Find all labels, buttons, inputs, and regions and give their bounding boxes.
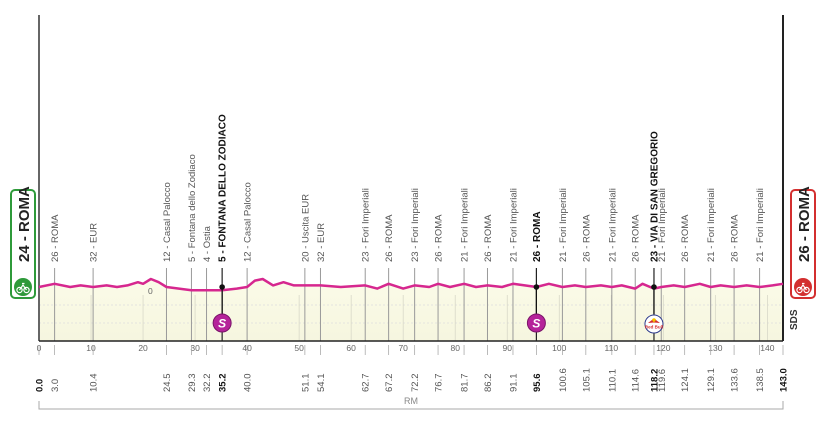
x-tick-label: 60 <box>346 343 356 353</box>
waypoint-label: 21 - Fori Imperiali <box>657 188 668 262</box>
km-label: 32.2 <box>202 374 213 393</box>
km-label: 143.0 <box>779 368 790 392</box>
km-label: 67.2 <box>384 374 395 393</box>
km-label: 40.0 <box>243 374 254 393</box>
x-tick-label: 80 <box>450 343 460 353</box>
km-label: 24.5 <box>162 374 173 393</box>
svg-text:Red Bull: Red Bull <box>645 325 663 330</box>
region-label: RM <box>404 396 418 406</box>
waypoint-label: 5 - FONTANA DELLO ZODIACO <box>218 114 229 262</box>
km-label: 0.0 <box>35 379 46 392</box>
waypoint-label: 20 - Uscita EUR <box>300 194 311 262</box>
km-label: 138.5 <box>755 368 766 392</box>
waypoint-label: 23 - VIA DI SAN GREGORIO <box>649 131 660 262</box>
km-label: 114.6 <box>631 369 642 392</box>
waypoint-label: 26 - ROMA <box>384 214 395 262</box>
km-label: 110.1 <box>607 369 618 392</box>
km-label: 105.1 <box>581 368 592 392</box>
km-label: 35.2 <box>218 374 229 393</box>
waypoint-label: 21 - Fori Imperiali <box>706 188 717 262</box>
km-label: 10.4 <box>89 374 100 393</box>
km-label: 119.6 <box>657 369 668 392</box>
start-cyclist-icon <box>14 278 32 296</box>
svg-text:S: S <box>532 317 540 331</box>
km-label: 54.1 <box>316 374 327 393</box>
km-label: 124.1 <box>680 368 691 392</box>
x-tick-label: 90 <box>503 343 513 353</box>
km-label: 129.1 <box>706 368 717 392</box>
waypoint-label: 32 - EUR <box>316 223 327 262</box>
sprint-s-icon: S <box>212 313 232 333</box>
km-label: 29.3 <box>187 374 198 393</box>
annotation-zero: 0 <box>148 286 153 296</box>
sprint-markers: S S Red Bull <box>212 284 664 334</box>
x-tick-labels: 0102030405060708090100110120130140 <box>37 343 775 353</box>
finish-label: 26 - ROMA <box>796 186 813 262</box>
km-grid <box>90 295 768 341</box>
region-bracket: RM <box>38 396 784 410</box>
waypoint-lines <box>54 268 761 341</box>
km-label: 86.2 <box>483 374 494 393</box>
finish-cyclist-icon <box>794 278 812 296</box>
km-label: 95.6 <box>532 374 543 393</box>
x-tick-label: 100 <box>552 343 566 353</box>
x-tick-label: 120 <box>656 343 670 353</box>
x-tick-label: 70 <box>398 343 408 353</box>
elevation-line <box>38 277 784 292</box>
finish-badge: 26 - ROMA <box>790 186 816 299</box>
km-label: 91.1 <box>508 374 519 393</box>
waypoint-label: 26 - ROMA <box>680 214 691 262</box>
svg-text:S: S <box>218 317 226 331</box>
km-label: 62.7 <box>361 374 372 393</box>
km-label: 51.1 <box>300 374 311 393</box>
x-tick-label: 30 <box>190 343 200 353</box>
x-tick-label: 130 <box>708 343 722 353</box>
waypoint-label: 4 - Ostia <box>202 225 213 262</box>
redbull-kom-icon: Red Bull <box>644 314 664 334</box>
x-tick-label: 50 <box>294 343 304 353</box>
waypoint-label: 21 - Fori Imperiali <box>607 188 618 262</box>
sds-label: SDS <box>789 309 800 330</box>
waypoint-labels: 26 - ROMA 32 - EUR 12 - Casal Palocco 5 - F… <box>50 114 766 262</box>
waypoint-label: 12 - Casal Palocco <box>162 182 173 262</box>
waypoint-label: 12 - Casal Palocco <box>243 182 254 262</box>
km-labels: 0.0 3.0 10.4 24.5 29.3 32.2 35.2 40.0 51.1 54.1 62… <box>35 345 790 392</box>
waypoint-label: 21 - Fori Imperiali <box>460 188 471 262</box>
waypoint-label: 26 - ROMA <box>50 214 61 262</box>
km-label: 133.6 <box>730 368 741 392</box>
waypoint-label: 32 - EUR <box>89 223 100 262</box>
start-badge: 24 - ROMA <box>10 186 36 299</box>
waypoint-label: 26 - ROMA <box>631 214 642 262</box>
start-label: 24 - ROMA <box>16 186 33 262</box>
waypoint-label: 26 - ROMA <box>581 214 592 262</box>
waypoint-label: 21 - Fori Imperiali <box>755 188 766 262</box>
km-label: 3.0 <box>50 379 61 392</box>
km-label: 76.7 <box>434 374 445 393</box>
x-tick-label: 10 <box>86 343 96 353</box>
waypoint-label: 23 - Fori Imperiali <box>410 188 421 262</box>
waypoint-label: 26 - ROMA <box>532 211 543 262</box>
km-label: 118.2 <box>649 369 660 392</box>
waypoint-label: 26 - ROMA <box>483 214 494 262</box>
km-label: 72.2 <box>410 374 421 393</box>
waypoint-label: 21 - Fori Imperiali <box>558 188 569 262</box>
x-tick-label: 140 <box>760 343 774 353</box>
waypoint-label: 23 - Fori Imperiali <box>361 188 372 262</box>
waypoint-label: 26 - ROMA <box>434 214 445 262</box>
waypoint-label: 5 - Fontana dello Zodiaco <box>187 154 198 262</box>
waypoint-label: 21 - Fori Imperiali <box>508 188 519 262</box>
waypoint-label: 26 - ROMA <box>730 214 741 262</box>
sprint-s-icon: S <box>526 313 546 333</box>
x-tick-label: 20 <box>138 343 148 353</box>
km-label: 81.7 <box>460 374 471 393</box>
km-label: 100.6 <box>558 368 569 392</box>
